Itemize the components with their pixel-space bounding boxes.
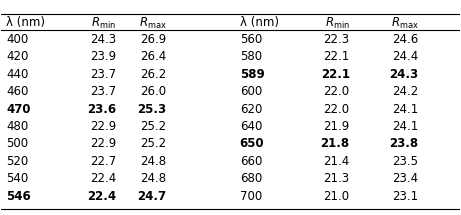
Text: 420: 420 — [6, 50, 28, 63]
Text: 24.1: 24.1 — [392, 120, 419, 133]
Text: 22.1: 22.1 — [323, 50, 349, 63]
Text: 25.2: 25.2 — [140, 137, 166, 150]
Text: 23.7: 23.7 — [90, 85, 116, 98]
Text: 700: 700 — [240, 190, 262, 203]
Text: 24.6: 24.6 — [392, 33, 419, 46]
Text: 24.8: 24.8 — [140, 155, 166, 168]
Text: 23.7: 23.7 — [90, 68, 116, 81]
Text: 23.4: 23.4 — [392, 172, 419, 185]
Text: $R_{\mathrm{max}}$: $R_{\mathrm{max}}$ — [390, 16, 419, 31]
Text: $R_{\mathrm{min}}$: $R_{\mathrm{min}}$ — [91, 16, 116, 31]
Text: 500: 500 — [6, 137, 28, 150]
Text: 680: 680 — [240, 172, 262, 185]
Text: 22.3: 22.3 — [324, 33, 349, 46]
Text: 460: 460 — [6, 85, 28, 98]
Text: 21.3: 21.3 — [324, 172, 349, 185]
Text: 22.4: 22.4 — [90, 172, 116, 185]
Text: 23.6: 23.6 — [87, 103, 116, 116]
Text: 25.2: 25.2 — [140, 120, 166, 133]
Text: 640: 640 — [240, 120, 262, 133]
Text: 400: 400 — [6, 33, 28, 46]
Text: 22.7: 22.7 — [90, 155, 116, 168]
Text: 650: 650 — [240, 137, 264, 150]
Text: 620: 620 — [240, 103, 262, 116]
Text: 23.5: 23.5 — [392, 155, 419, 168]
Text: 24.1: 24.1 — [392, 103, 419, 116]
Text: 540: 540 — [6, 172, 28, 185]
Text: λ (nm): λ (nm) — [6, 16, 45, 29]
Text: 26.9: 26.9 — [140, 33, 166, 46]
Text: 440: 440 — [6, 68, 28, 81]
Text: 24.3: 24.3 — [90, 33, 116, 46]
Text: 22.0: 22.0 — [324, 103, 349, 116]
Text: 546: 546 — [6, 190, 31, 203]
Text: 21.8: 21.8 — [320, 137, 349, 150]
Text: 23.1: 23.1 — [392, 190, 419, 203]
Text: 24.7: 24.7 — [137, 190, 166, 203]
Text: $R_{\mathrm{min}}$: $R_{\mathrm{min}}$ — [325, 16, 349, 31]
Text: 21.0: 21.0 — [324, 190, 349, 203]
Text: 22.4: 22.4 — [87, 190, 116, 203]
Text: 24.4: 24.4 — [392, 50, 419, 63]
Text: 22.9: 22.9 — [90, 120, 116, 133]
Text: 21.9: 21.9 — [323, 120, 349, 133]
Text: 23.8: 23.8 — [389, 137, 419, 150]
Text: 660: 660 — [240, 155, 262, 168]
Text: 600: 600 — [240, 85, 262, 98]
Text: 589: 589 — [240, 68, 265, 81]
Text: 21.4: 21.4 — [323, 155, 349, 168]
Text: 24.3: 24.3 — [389, 68, 419, 81]
Text: 24.8: 24.8 — [140, 172, 166, 185]
Text: 24.2: 24.2 — [392, 85, 419, 98]
Text: λ (nm): λ (nm) — [240, 16, 278, 29]
Text: 22.0: 22.0 — [324, 85, 349, 98]
Text: 560: 560 — [240, 33, 262, 46]
Text: 520: 520 — [6, 155, 28, 168]
Text: 25.3: 25.3 — [137, 103, 166, 116]
Text: 26.0: 26.0 — [140, 85, 166, 98]
Text: $R_{\mathrm{max}}$: $R_{\mathrm{max}}$ — [138, 16, 166, 31]
Text: 26.4: 26.4 — [140, 50, 166, 63]
Text: 580: 580 — [240, 50, 262, 63]
Text: 23.9: 23.9 — [90, 50, 116, 63]
Text: 480: 480 — [6, 120, 28, 133]
Text: 470: 470 — [6, 103, 30, 116]
Text: 22.1: 22.1 — [321, 68, 349, 81]
Text: 22.9: 22.9 — [90, 137, 116, 150]
Text: 26.2: 26.2 — [140, 68, 166, 81]
